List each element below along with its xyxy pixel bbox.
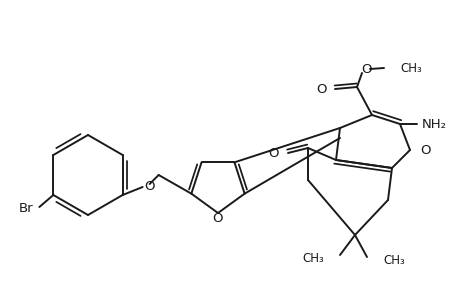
Text: O: O <box>144 181 155 194</box>
Text: CH₃: CH₃ <box>399 61 421 74</box>
Text: O: O <box>212 212 223 224</box>
Text: O: O <box>419 143 430 157</box>
Text: CH₃: CH₃ <box>302 253 323 266</box>
Text: CH₃: CH₃ <box>382 254 404 268</box>
Text: O: O <box>361 62 371 76</box>
Text: Br: Br <box>19 202 34 215</box>
Text: NH₂: NH₂ <box>420 118 446 130</box>
Text: O: O <box>268 146 279 160</box>
Text: O: O <box>316 82 326 95</box>
